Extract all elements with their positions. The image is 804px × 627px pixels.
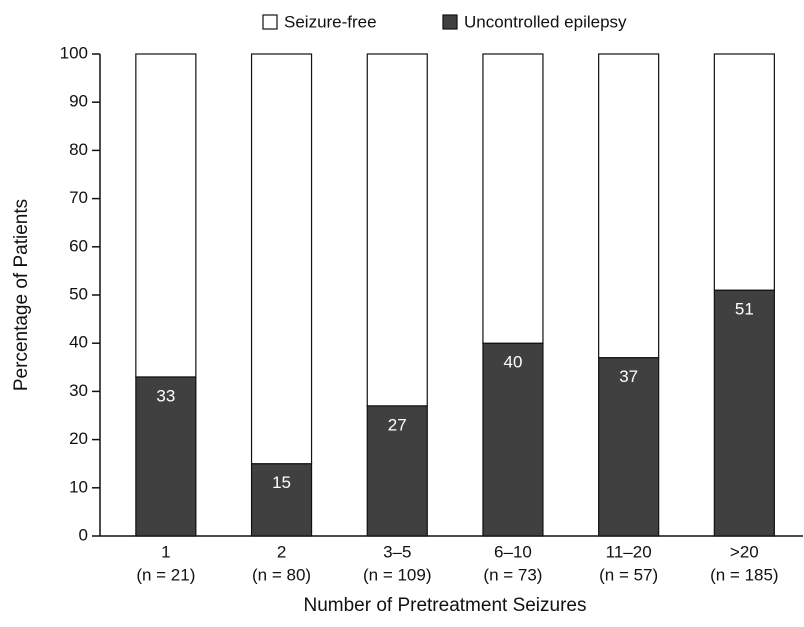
- bar-segment: [135, 53, 197, 378]
- x-tick-label: 3–5: [383, 542, 411, 561]
- data-label: 40: [503, 353, 522, 372]
- x-tick-label: 11–20: [606, 542, 652, 561]
- x-tick-sublabel: (n = 80): [252, 565, 311, 584]
- data-label: 15: [272, 473, 291, 492]
- x-tick-sublabel: (n = 109): [363, 565, 432, 584]
- y-tick-label: 70: [69, 188, 88, 207]
- x-tick-label: >20: [730, 542, 759, 561]
- data-label: 37: [619, 367, 638, 386]
- legend-label: Uncontrolled epilepsy: [464, 12, 627, 31]
- x-tick-label: 6–10: [494, 542, 532, 561]
- x-tick-label: 1: [161, 542, 170, 561]
- bar-segment: [598, 357, 660, 537]
- data-label: 51: [735, 300, 754, 319]
- y-tick-label: 20: [69, 429, 88, 448]
- data-label: 33: [156, 386, 175, 405]
- y-tick-label: 50: [69, 284, 88, 303]
- bar-segment: [250, 53, 313, 465]
- y-tick-label: 30: [69, 381, 88, 400]
- y-tick-label: 40: [69, 333, 88, 352]
- y-tick-label: 80: [69, 140, 88, 159]
- x-tick-sublabel: (n = 21): [136, 565, 195, 584]
- legend-label: Seizure-free: [284, 12, 377, 31]
- x-tick-sublabel: (n = 185): [710, 565, 779, 584]
- legend-swatch: [262, 14, 278, 30]
- bar-segment: [482, 53, 544, 344]
- legend-swatch: [442, 14, 458, 30]
- y-axis-title: Percentage of Patients: [11, 199, 32, 391]
- bar-segment: [713, 289, 775, 537]
- y-tick-label: 60: [69, 236, 88, 255]
- x-tick-sublabel: (n = 73): [483, 565, 542, 584]
- bar-segment: [366, 53, 428, 407]
- y-tick-label: 10: [69, 477, 88, 496]
- data-label: 27: [388, 415, 407, 434]
- x-tick-label: 2: [277, 542, 286, 561]
- bar-segment: [366, 405, 428, 537]
- bar-segment: [598, 53, 660, 359]
- bar-segment: [135, 376, 197, 537]
- y-tick-label: 90: [69, 92, 88, 111]
- x-axis-title: Number of Pretreatment Seizures: [303, 595, 586, 616]
- y-tick-label: 0: [79, 525, 88, 544]
- x-tick-sublabel: (n = 57): [599, 565, 658, 584]
- bar-segment: [250, 463, 313, 537]
- bar-segment: [713, 53, 775, 291]
- bar-segment: [482, 342, 544, 537]
- y-tick-label: 100: [60, 43, 88, 62]
